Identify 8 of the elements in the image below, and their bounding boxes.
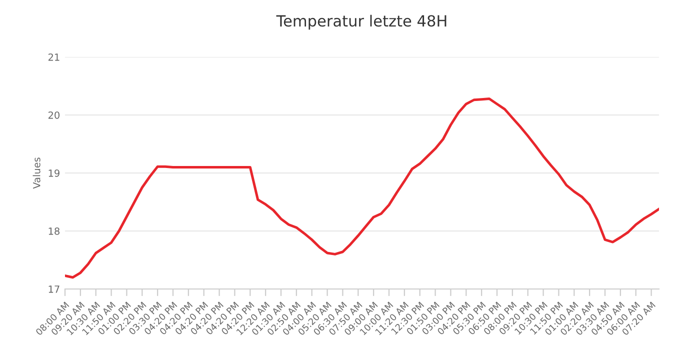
line-series [65, 98, 659, 279]
y-tick-label: 21 [48, 53, 60, 61]
y-tick-label: 17 [48, 286, 60, 293]
y-axis-title: Values [32, 158, 40, 189]
y-tick-label: 18 [48, 227, 60, 235]
y-tick-label: 20 [48, 111, 60, 119]
y-tick-label: 19 [48, 169, 60, 177]
chart-title: Temperatur letzte 48H [276, 14, 446, 30]
